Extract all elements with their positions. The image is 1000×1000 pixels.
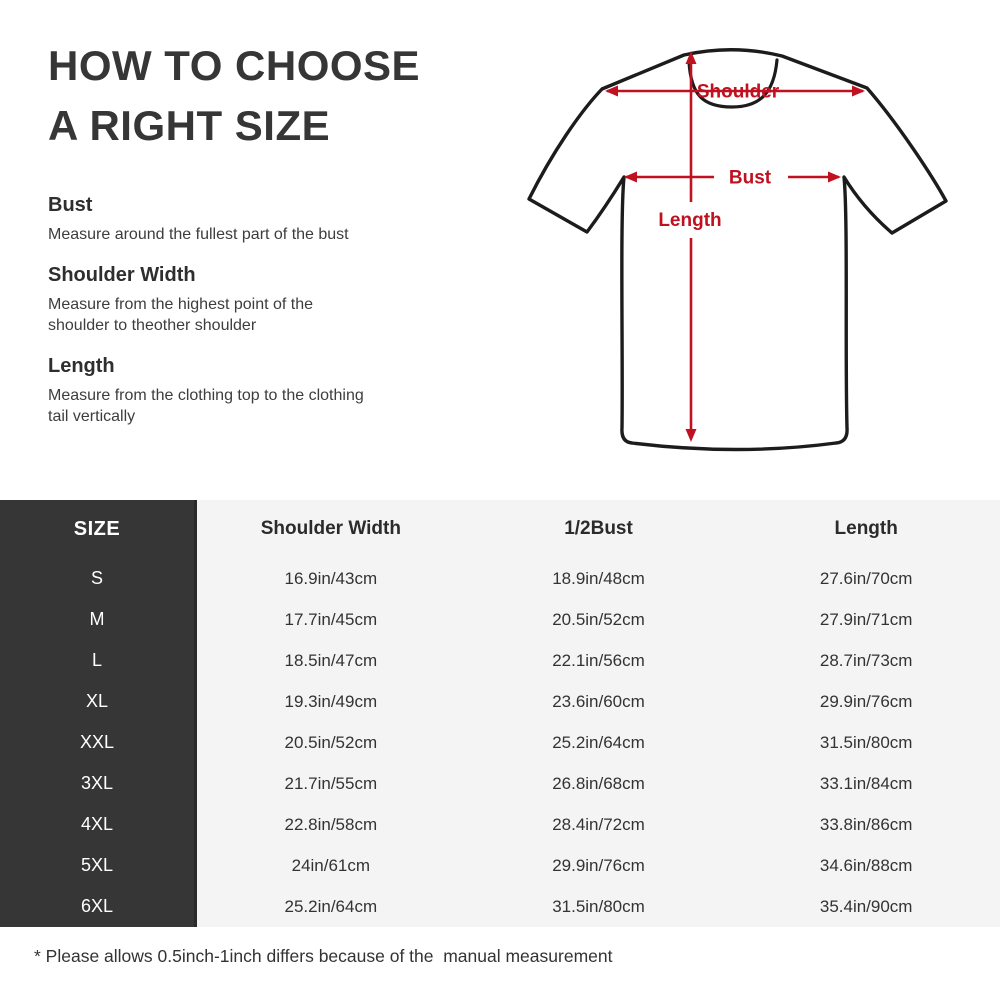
- half-bust-column: 1/2Bust 18.9in/48cm 20.5in/52cm 22.1in/5…: [465, 500, 733, 927]
- table-cell: 27.9in/71cm: [819, 609, 913, 629]
- table-cell: 22.8in/58cm: [284, 814, 378, 834]
- table-cell: 28.7in/73cm: [819, 650, 913, 670]
- length-column: Length 27.6in/70cm 27.9in/71cm 28.7in/73…: [732, 500, 1000, 927]
- size-label: S: [90, 568, 103, 588]
- size-column-header: SIZE: [73, 517, 121, 540]
- length-arrow-label: Length: [658, 210, 721, 231]
- tshirt-measurement-diagram: Shoulder Bust Length: [527, 48, 948, 452]
- tshirt-outline-icon: [527, 48, 948, 452]
- table-cell: 18.5in/47cm: [284, 650, 378, 670]
- table-cell: 27.6in/70cm: [819, 568, 913, 588]
- shoulder-arrow-label: Shoulder: [697, 82, 780, 103]
- shoulder-width-column: Shoulder Width 16.9in/43cm 17.7in/45cm 1…: [197, 500, 465, 927]
- instruction-shoulder-heading: Shoulder Width: [48, 264, 196, 286]
- table-cell: 16.9in/43cm: [284, 568, 378, 588]
- measurement-disclaimer: * Please allows 0.5inch-1inch differs be…: [34, 946, 613, 966]
- table-cell: 33.8in/86cm: [819, 814, 913, 834]
- table-cell: 35.4in/90cm: [819, 896, 913, 916]
- table-cell: 22.1in/56cm: [552, 650, 645, 670]
- size-label: 4XL: [80, 814, 114, 834]
- instruction-shoulder-text: Measure from the highest point of the sh…: [48, 296, 314, 334]
- length-column-header: Length: [834, 518, 898, 539]
- table-cell: 31.5in/80cm: [552, 896, 645, 916]
- table-cell: 23.6in/60cm: [552, 691, 645, 711]
- shoulder-width-column-header: Shoulder Width: [260, 518, 401, 539]
- table-cell: 25.2in/64cm: [552, 732, 645, 752]
- table-cell: 29.9in/76cm: [552, 855, 645, 875]
- table-cell: 33.1in/84cm: [819, 773, 913, 793]
- size-label: L: [91, 650, 102, 670]
- size-label: 6XL: [80, 896, 114, 916]
- collar-inner-line: [687, 58, 779, 109]
- size-table-size-column: SIZE S M L XL XXL 3XL 4XL 5XL 6XL: [0, 500, 197, 927]
- instruction-length-heading: Length: [48, 355, 115, 377]
- size-label: 3XL: [80, 773, 114, 793]
- table-cell: 34.6in/88cm: [819, 855, 913, 875]
- size-table: SIZE S M L XL XXL 3XL 4XL 5XL 6XL Should…: [0, 500, 1000, 927]
- half-bust-column-header: 1/2Bust: [564, 518, 633, 539]
- table-cell: 21.7in/55cm: [284, 773, 378, 793]
- instruction-length-text: Measure from the clothing top to the clo…: [48, 387, 364, 425]
- size-table-data-area: Shoulder Width 16.9in/43cm 17.7in/45cm 1…: [197, 500, 1000, 927]
- shoulder-arrow: Shoulder: [605, 82, 865, 103]
- instruction-length: Length Measure from the clothing top to …: [48, 355, 378, 427]
- instruction-shoulder-width: Shoulder Width Measure from the highest …: [48, 264, 378, 336]
- table-cell: 17.7in/45cm: [284, 609, 378, 629]
- bust-arrow: Bust: [624, 168, 841, 189]
- table-cell: 20.5in/52cm: [284, 732, 378, 752]
- table-cell: 20.5in/52cm: [552, 609, 645, 629]
- table-cell: 29.9in/76cm: [819, 691, 913, 711]
- size-label: XXL: [79, 732, 115, 752]
- bust-arrow-label: Bust: [729, 168, 772, 189]
- title-line-2: A RIGHT SIZE: [48, 102, 331, 149]
- table-cell: 28.4in/72cm: [552, 814, 645, 834]
- size-label: XL: [85, 691, 109, 711]
- instruction-bust: Bust Measure around the fullest part of …: [48, 194, 378, 245]
- size-label: 5XL: [80, 855, 114, 875]
- table-cell: 26.8in/68cm: [552, 773, 645, 793]
- page-title: HOW TO CHOOSE A RIGHT SIZE: [48, 36, 420, 156]
- size-label: M: [89, 609, 105, 629]
- table-cell: 18.9in/48cm: [552, 568, 645, 588]
- title-line-1: HOW TO CHOOSE: [48, 42, 421, 89]
- measure-instructions: Bust Measure around the fullest part of …: [48, 194, 378, 446]
- table-cell: 24in/61cm: [291, 855, 371, 875]
- length-arrow: Length: [658, 51, 722, 442]
- instruction-bust-text: Measure around the fullest part of the b…: [48, 226, 349, 243]
- table-cell: 31.5in/80cm: [819, 732, 913, 752]
- table-cell: 25.2in/64cm: [284, 896, 378, 916]
- table-cell: 19.3in/49cm: [284, 691, 378, 711]
- instruction-bust-heading: Bust: [48, 194, 93, 216]
